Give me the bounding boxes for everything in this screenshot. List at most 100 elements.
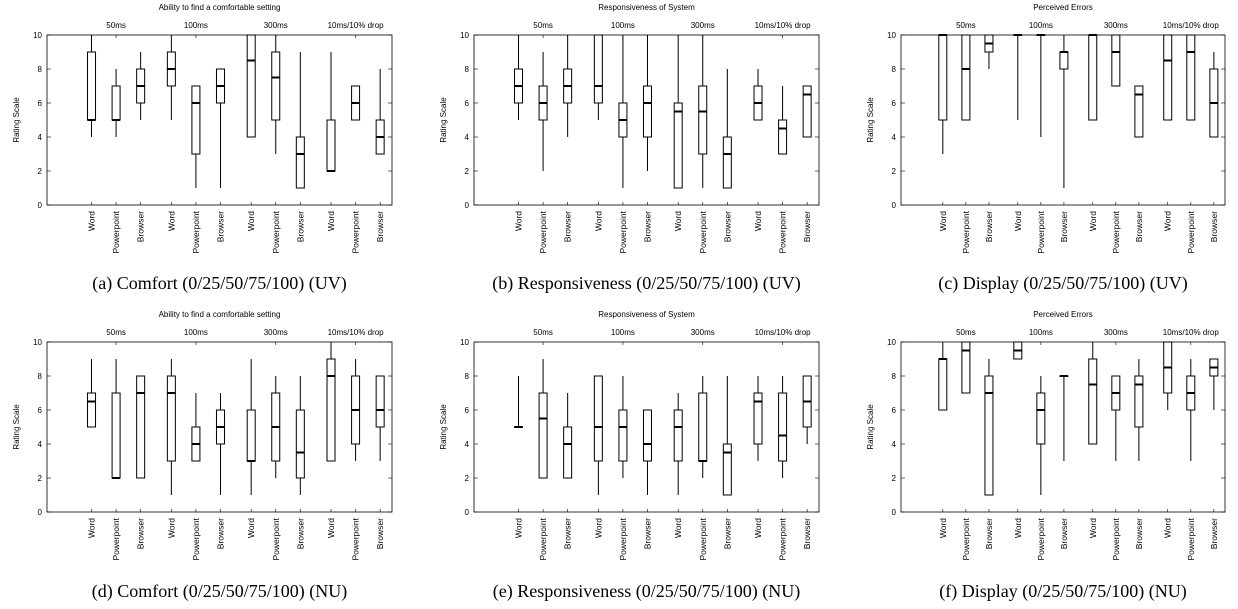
box-iqr	[1134, 375, 1144, 428]
box-iqr	[246, 409, 256, 462]
y-tick-label: 8	[38, 372, 43, 381]
box-iqr	[538, 392, 548, 479]
category-label: Browser	[563, 211, 573, 242]
category-label: Word	[1088, 211, 1098, 231]
box-iqr	[87, 51, 97, 121]
category-label: Word	[326, 518, 336, 538]
box-100ms-Powerpoint: Powerpoint	[191, 85, 201, 254]
y-tick-label: 0	[892, 201, 897, 210]
category-label: Browser	[1059, 518, 1069, 549]
category-label: Browser	[1134, 211, 1144, 242]
category-label: Powerpoint	[618, 517, 628, 560]
group-label: 100ms	[184, 21, 208, 30]
box-50ms-Word: Word	[87, 35, 97, 231]
y-tick-label: 0	[892, 508, 897, 517]
box-100ms-Powerpoint: Powerpoint	[1036, 376, 1046, 561]
chart-panel-1: Ability to find a comfortable setting 50m…	[12, 3, 393, 294]
category-label: Powerpoint	[698, 517, 708, 560]
box-100ms-Word: Word	[593, 375, 603, 538]
box-100ms-Browser: Browser	[1059, 375, 1069, 549]
chart-title: Responsiveness of System	[598, 3, 695, 12]
category-label: Word	[753, 518, 763, 538]
category-label: Word	[87, 211, 97, 231]
y-tick-label: 8	[892, 65, 897, 74]
group-label: 50ms	[956, 328, 976, 337]
box-50ms-Browser: Browser	[984, 34, 994, 242]
category-label: Word	[1013, 518, 1023, 538]
category-label: Powerpoint	[111, 517, 121, 560]
box-50ms-Browser: Browser	[563, 35, 573, 242]
category-label: Powerpoint	[271, 517, 281, 560]
box-iqr	[961, 34, 971, 121]
y-tick-label: 2	[465, 167, 470, 176]
box-50ms-Powerpoint: Powerpoint	[111, 359, 121, 561]
chart-panel-2: Responsiveness of System 50ms 100ms 300ms 10…	[439, 3, 820, 294]
category-label: Word	[246, 211, 256, 231]
box-iqr	[191, 85, 201, 155]
chart-panel-4: Ability to find a comfortable setting 50m…	[12, 310, 393, 602]
box-100ms-Word: Word	[593, 34, 603, 231]
group-label: 10ms/10% drop	[328, 328, 385, 337]
y-tick-label: 10	[460, 338, 469, 347]
box-iqr	[166, 375, 176, 462]
box-iqr	[802, 85, 812, 138]
box-10ms/10% drop-Word: Word	[326, 52, 336, 231]
box-10ms/10% drop-Browser: Browser	[802, 375, 812, 549]
box-100ms-Word: Word	[166, 359, 176, 538]
category-label: Word	[514, 518, 524, 538]
box-iqr	[938, 358, 948, 411]
category-label: Powerpoint	[618, 210, 628, 253]
box-iqr	[593, 375, 603, 462]
group-label: 300ms	[1104, 328, 1128, 337]
subfigure-caption: (b) Responsiveness (0/25/50/75/100) (UV)	[492, 273, 800, 294]
box-iqr	[375, 375, 385, 428]
box-300ms-Browser: Browser	[295, 376, 305, 549]
y-tick-label: 10	[887, 31, 896, 40]
category-label: Word	[593, 518, 603, 538]
subfigure-caption: (a) Comfort (0/25/50/75/100) (UV)	[92, 273, 346, 294]
category-label: Powerpoint	[538, 517, 548, 560]
group-label: 10ms/10% drop	[1163, 328, 1220, 337]
box-iqr	[1163, 34, 1173, 121]
box-300ms-Powerpoint: Powerpoint	[698, 35, 708, 254]
box-300ms-Browser: Browser	[295, 52, 305, 242]
plot-frame	[46, 341, 393, 513]
y-tick-label: 0	[38, 201, 43, 210]
box-300ms-Powerpoint: Powerpoint	[1111, 375, 1121, 561]
category-label: Browser	[295, 211, 305, 242]
box-300ms-Word: Word	[673, 393, 683, 538]
category-label: Word	[593, 211, 603, 231]
box-iqr	[326, 358, 336, 462]
box-100ms-Word: Word	[1013, 34, 1023, 231]
y-tick-label: 10	[33, 31, 42, 40]
category-label: Browser	[375, 518, 385, 549]
y-tick-label: 2	[892, 167, 897, 176]
chart-panel-3: Perceived Errors 50ms 100ms 300ms 10ms/10% d…	[866, 3, 1226, 294]
group-label: 50ms	[533, 328, 553, 337]
box-iqr	[1186, 34, 1196, 121]
box-iqr	[1111, 34, 1121, 87]
chart-title: Ability to find a comfortable setting	[159, 3, 281, 12]
box-iqr	[246, 34, 256, 138]
box-10ms/10% drop-Browser: Browser	[375, 375, 385, 549]
category-label: Word	[1163, 211, 1173, 231]
box-iqr	[295, 409, 305, 479]
y-tick-label: 4	[38, 133, 43, 142]
box-300ms-Powerpoint: Powerpoint	[698, 376, 708, 561]
box-50ms-Powerpoint: Powerpoint	[538, 52, 548, 254]
group-label: 50ms	[956, 21, 976, 30]
category-label: Browser	[136, 518, 146, 549]
box-50ms-Word: Word	[514, 35, 524, 231]
chart-title: Perceived Errors	[1033, 3, 1093, 12]
group-label: 50ms	[106, 328, 126, 337]
box-50ms-Powerpoint: Powerpoint	[961, 341, 971, 561]
box-iqr	[642, 85, 652, 138]
box-10ms/10% drop-Powerpoint: Powerpoint	[351, 85, 361, 254]
y-tick-label: 6	[38, 406, 43, 415]
box-300ms-Word: Word	[673, 35, 683, 231]
category-label: Powerpoint	[778, 517, 788, 560]
box-10ms/10% drop-Powerpoint: Powerpoint	[1186, 359, 1196, 561]
category-label: Browser	[295, 518, 305, 549]
group-label: 100ms	[1029, 328, 1053, 337]
